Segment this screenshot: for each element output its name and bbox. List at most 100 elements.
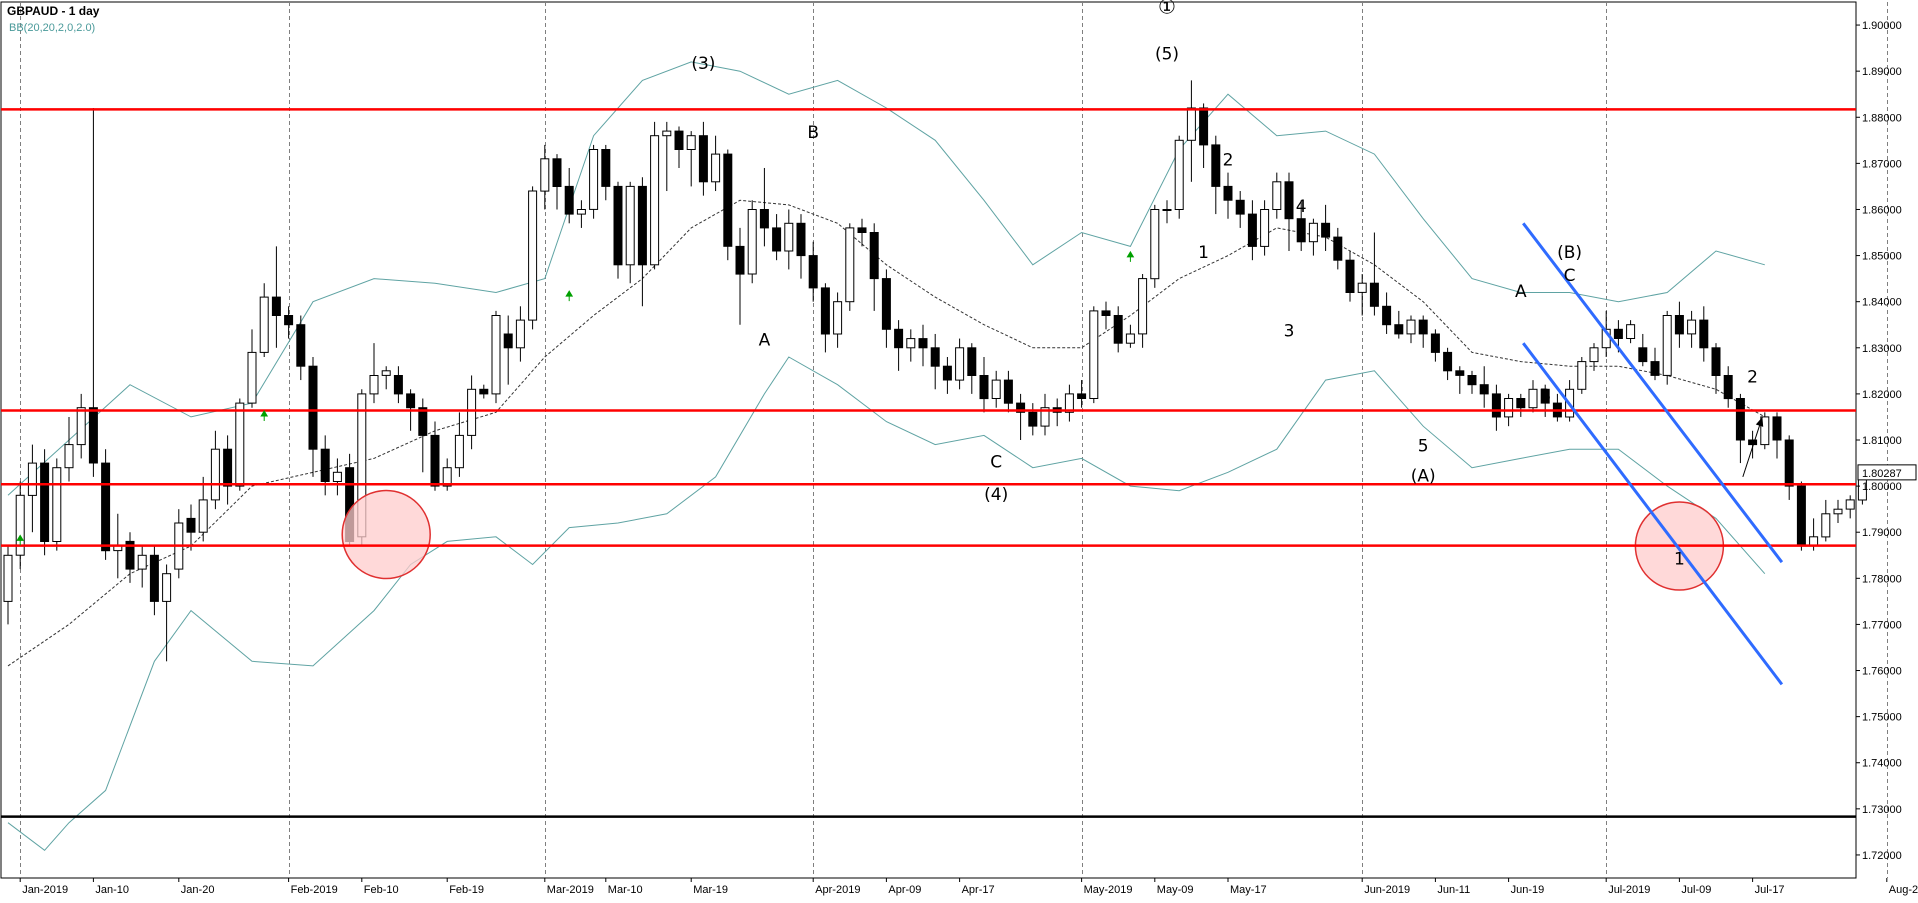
- y-tick-label: 1.87000: [1862, 158, 1902, 170]
- x-tick-label: Jul-09: [1681, 884, 1711, 896]
- wave-label: 2: [1223, 151, 1234, 171]
- candle-body: [1272, 181, 1282, 211]
- candle-body: [711, 153, 721, 183]
- candle-body: [881, 278, 891, 330]
- chart-title: GBPAUD - 1 day: [7, 4, 100, 18]
- candle-body: [40, 462, 50, 543]
- candle-body: [833, 301, 843, 335]
- candle-body: [3, 554, 13, 602]
- y-tick-label: 1.86000: [1862, 204, 1902, 216]
- candle-body: [1650, 361, 1660, 376]
- candle-body: [1540, 388, 1550, 404]
- wave-label: (3): [691, 54, 715, 74]
- candle-body: [1516, 398, 1526, 409]
- candle-body: [186, 517, 196, 533]
- candle-body: [1138, 278, 1148, 335]
- current-price-label: 1.80287: [1862, 468, 1902, 480]
- y-tick-label: 1.80000: [1862, 481, 1902, 493]
- candle-body: [1638, 347, 1648, 363]
- bollinger-bands-layer: [7, 61, 1766, 851]
- candle-body: [1577, 361, 1587, 390]
- x-tick-label: Mar-2019: [547, 884, 594, 896]
- y-tick-label: 1.90000: [1862, 20, 1902, 32]
- candle-body: [1174, 139, 1184, 210]
- candle-body: [406, 393, 416, 409]
- candle-body: [1796, 485, 1806, 547]
- candle-body: [393, 375, 403, 395]
- candle-body: [1199, 107, 1209, 146]
- candle-body: [1455, 370, 1465, 376]
- y-tick-label: 1.74000: [1862, 758, 1902, 770]
- candle-body: [1504, 398, 1514, 418]
- axes-layer: 1.90000 1.89000 1.88000 1.87000 1.86000 1.850…: [19, 20, 1918, 896]
- candle-body: [1321, 222, 1331, 238]
- candle-body: [76, 407, 86, 446]
- wave-label: (5): [1155, 45, 1179, 65]
- wave-label: (4): [984, 485, 1008, 505]
- candle-body: [1235, 199, 1245, 215]
- candle-body: [308, 365, 318, 450]
- signal-arrow: [565, 290, 574, 302]
- candle-body: [1589, 347, 1599, 363]
- candle-body: [820, 287, 830, 335]
- candle-body: [723, 153, 733, 247]
- y-tick-label: 1.73000: [1862, 804, 1902, 816]
- y-tick-label: 1.89000: [1862, 66, 1902, 78]
- candle-body: [552, 158, 562, 188]
- candle-body: [1357, 282, 1367, 293]
- bollinger-upper: [7, 61, 1765, 496]
- candle-body: [1369, 282, 1379, 307]
- x-tick-label: Mar-10: [608, 884, 643, 896]
- y-tick-label: 1.79000: [1862, 527, 1902, 539]
- candle-body: [759, 209, 769, 229]
- y-tick-label: 1.81000: [1862, 435, 1902, 447]
- candle-body: [1723, 375, 1733, 400]
- wave-label: ①: [1158, 0, 1176, 19]
- wave-label: 1: [1674, 549, 1685, 569]
- levels-layer: [1, 108, 1856, 818]
- wave-label: A: [1515, 282, 1527, 302]
- candle-body: [1223, 185, 1233, 201]
- x-tick-label: Apr-09: [888, 884, 921, 896]
- y-tick-label: 1.78000: [1862, 573, 1902, 585]
- candle-body: [1735, 398, 1745, 441]
- candle-body: [1162, 209, 1172, 211]
- candle-body: [1211, 144, 1221, 187]
- candle-body: [467, 388, 477, 436]
- x-tick-label: Jul-2019: [1608, 884, 1650, 896]
- candle-body: [1247, 213, 1257, 247]
- candle-body: [1833, 508, 1843, 515]
- plot-frame: [0, 1, 1857, 879]
- x-tick-label: May-17: [1230, 884, 1267, 896]
- x-tick-label: Jan-10: [95, 884, 129, 896]
- candle-body: [1028, 411, 1038, 427]
- candle-body: [149, 554, 159, 602]
- forecast-arrow-line: [1742, 416, 1763, 478]
- candle-body: [320, 448, 330, 483]
- channel-line: [1522, 222, 1784, 564]
- candle-body: [1491, 393, 1501, 418]
- candle-body: [27, 462, 37, 496]
- candle-body: [1687, 319, 1697, 335]
- signal-arrow: [260, 409, 269, 421]
- candle-body: [625, 185, 635, 266]
- candle-body: [967, 347, 977, 376]
- candle-body: [808, 255, 818, 289]
- x-tick-label: Jun-11: [1437, 884, 1470, 896]
- x-tick-label: Apr-2019: [815, 884, 860, 896]
- candle-body: [1528, 388, 1538, 409]
- candle-body: [442, 467, 452, 487]
- candle-body: [857, 227, 867, 233]
- wave-label: B: [1539, 386, 1551, 406]
- y-tick-label: 1.75000: [1862, 712, 1902, 724]
- x-tick-label: Jan-20: [181, 884, 215, 896]
- y-tick-label: 1.88000: [1862, 112, 1902, 124]
- candle-body: [64, 444, 74, 469]
- forecast-arrow-head: [1755, 416, 1764, 427]
- bollinger-middle: [7, 199, 1766, 667]
- candle-body: [747, 209, 757, 275]
- x-tick-label: Feb-19: [449, 884, 484, 896]
- y-tick-label: 1.82000: [1862, 389, 1902, 401]
